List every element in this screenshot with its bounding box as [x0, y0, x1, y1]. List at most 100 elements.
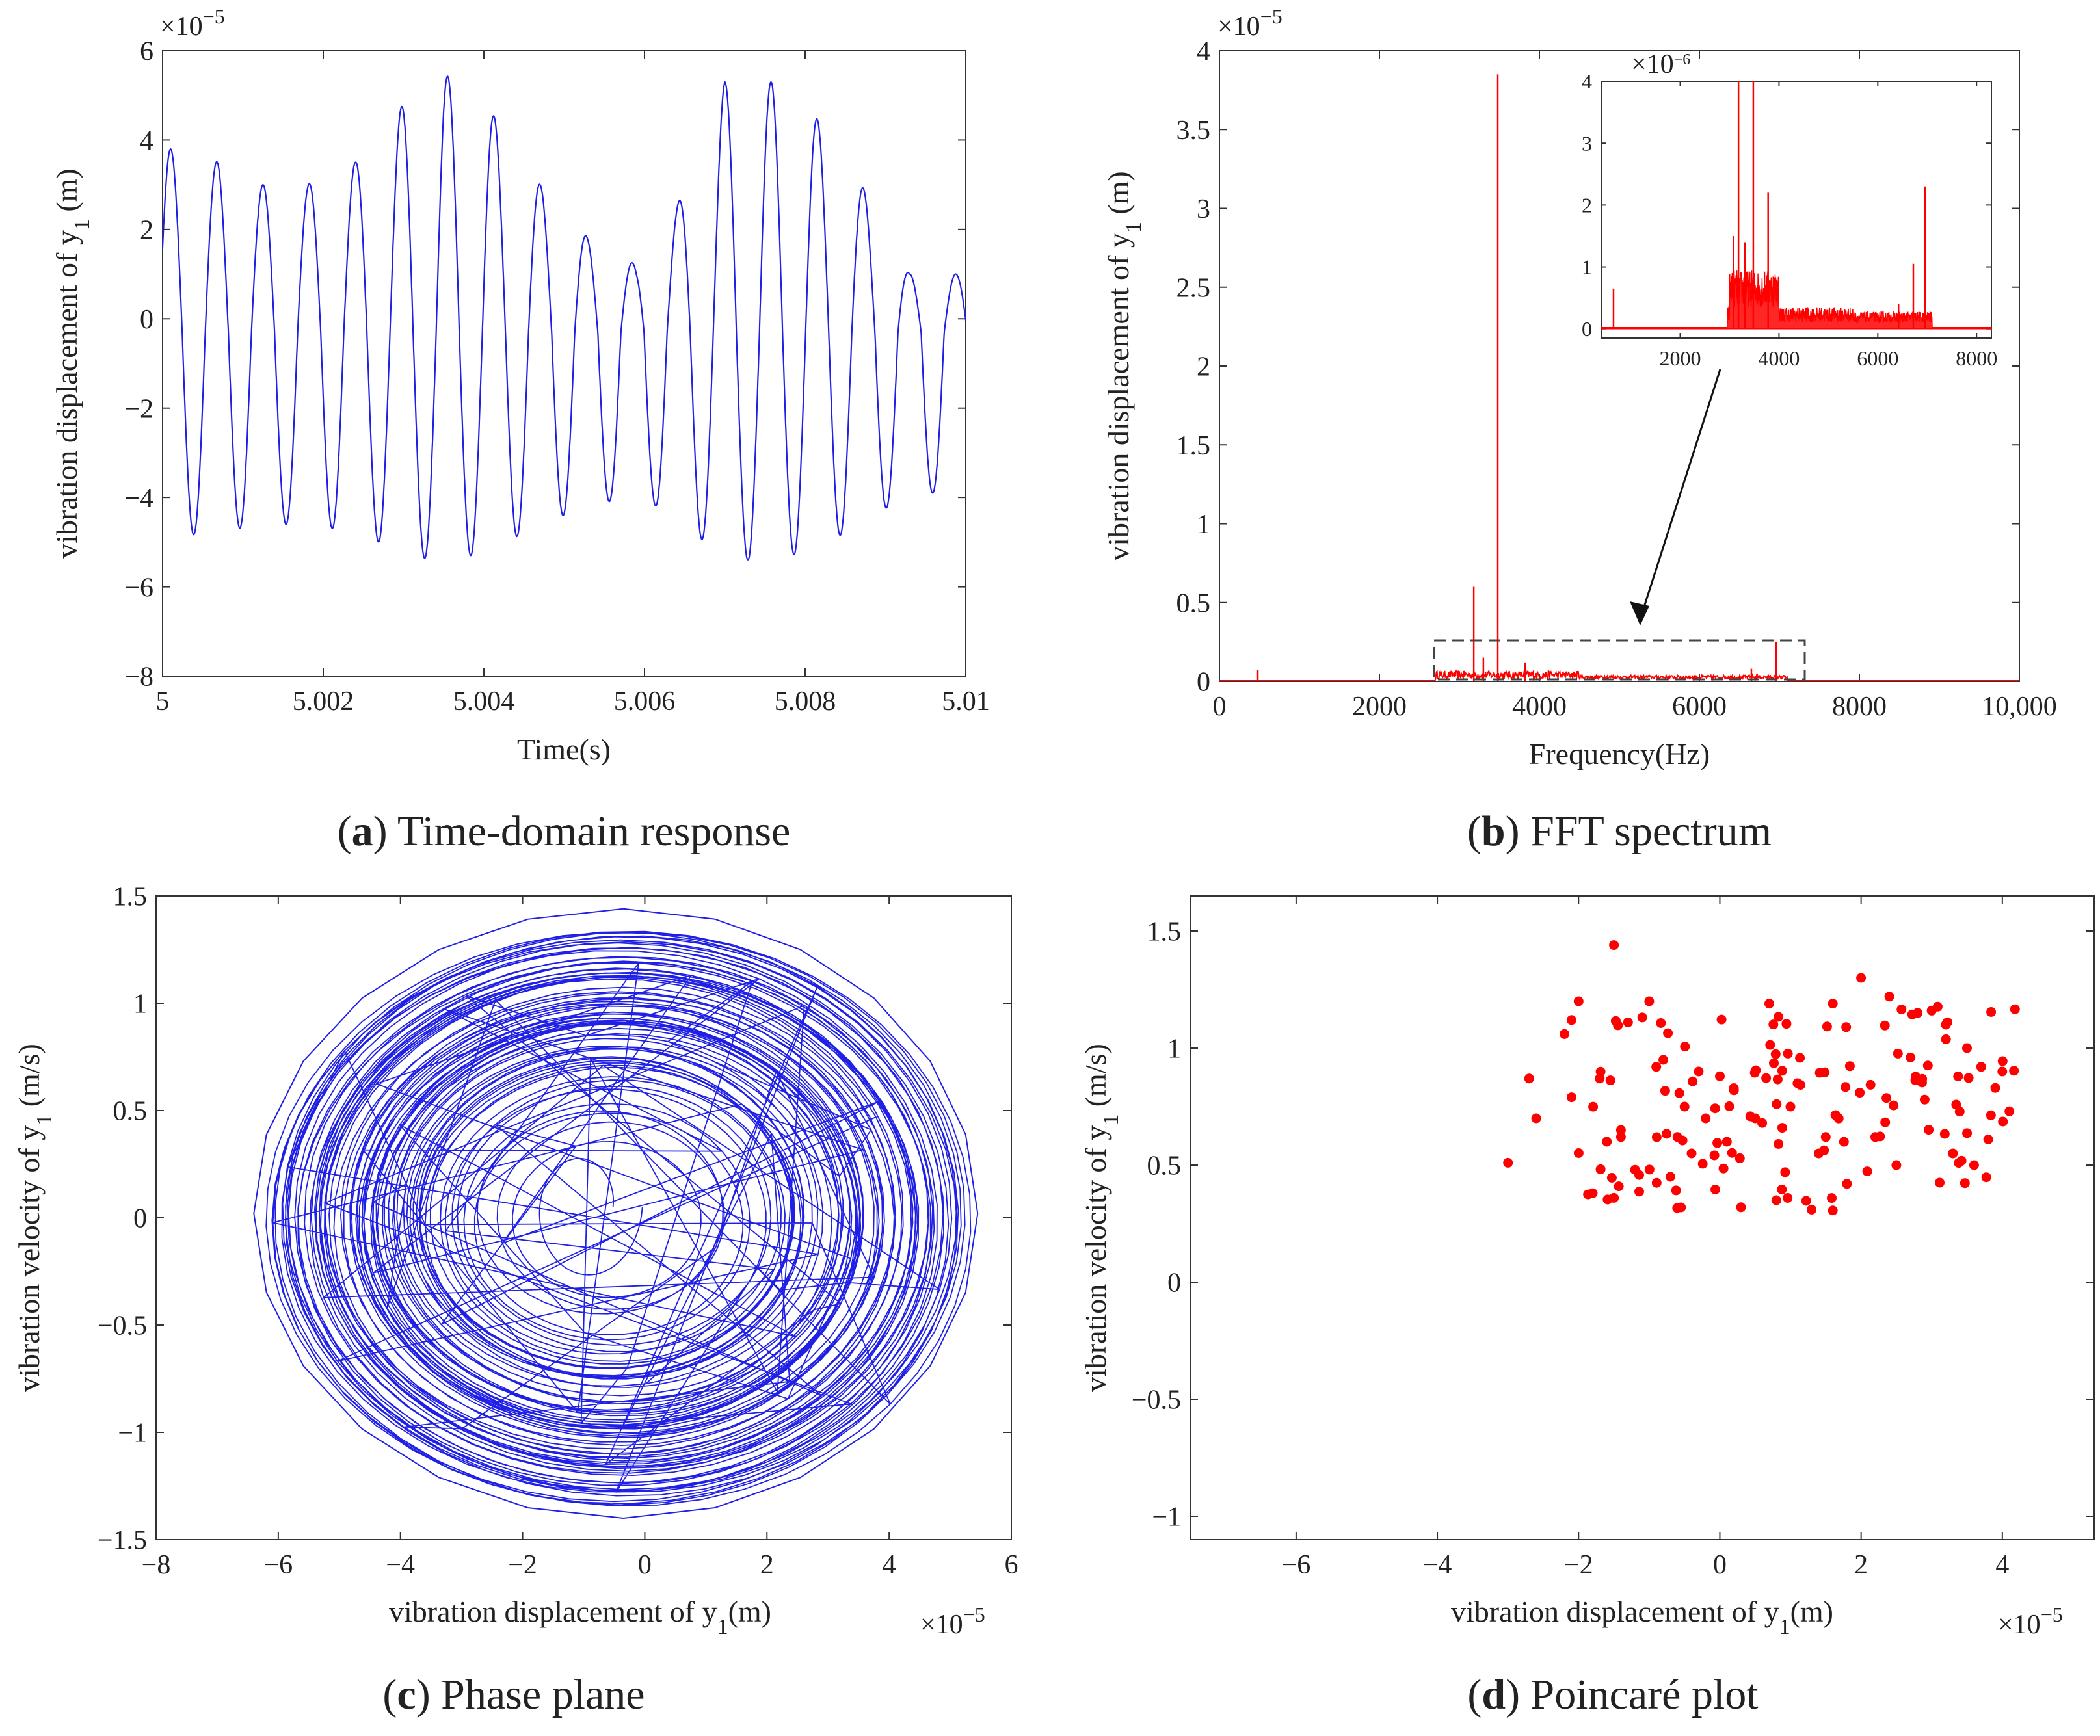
panel-d-point — [1774, 1012, 1783, 1022]
panel-d-point — [1828, 1205, 1838, 1215]
panel-c-caption: (c) Phase plane — [382, 1671, 645, 1718]
panel-d-point — [1680, 1042, 1690, 1051]
panel-b-xtick-label: 0 — [1213, 692, 1227, 722]
panel-d-point — [1596, 1164, 1606, 1174]
panel-d-point — [1781, 1019, 1791, 1029]
panel-c-ytick-label: 1.5 — [113, 882, 148, 912]
panel-d-point — [1717, 1015, 1727, 1025]
panel-a-ytick-label: −6 — [124, 573, 153, 603]
panel-c-xtick-label: 6 — [1005, 1550, 1018, 1580]
panel-d-point — [1855, 1088, 1865, 1098]
panel-a-ytick-label: −2 — [124, 394, 153, 424]
panel-b-xtick-label: 4000 — [1512, 692, 1567, 722]
panel-d-ytick-label: 0 — [1167, 1269, 1181, 1298]
panel-d-point — [1574, 997, 1584, 1006]
panel-b-inset-ytick-label: 4 — [1582, 70, 1592, 93]
panel-d-point — [1773, 1075, 1783, 1085]
panel-d-point — [1680, 1102, 1690, 1112]
panel-a-axes-frame — [163, 51, 966, 676]
panel-d-point — [1964, 1073, 1974, 1083]
panel-d-point — [1924, 1125, 1934, 1135]
panel-d-point — [1969, 1161, 1979, 1170]
panel-d-point — [1933, 1002, 1943, 1012]
panel-d-point — [1771, 1049, 1781, 1059]
panel-d-point — [1687, 1149, 1697, 1159]
panel-d-point — [1780, 1167, 1790, 1177]
panel-c-xlabel: vibration displacement of y1(m) — [389, 1595, 771, 1639]
panel-d-point — [1896, 1005, 1906, 1014]
panel-b-xtick-label: 8000 — [1832, 692, 1887, 722]
panel-d-point — [1841, 1082, 1850, 1092]
panel-d-point — [1986, 1007, 1996, 1017]
panel-d-point — [1638, 1012, 1647, 1022]
panel-b-xtick-label: 6000 — [1672, 692, 1727, 722]
panel-d-point — [1567, 1015, 1576, 1025]
panel-d-point — [1998, 1057, 2008, 1066]
panel-d-point — [1560, 1029, 1569, 1039]
panel-d-point — [1736, 1202, 1746, 1212]
panel-d-point — [1819, 1146, 1829, 1155]
panel-d-point — [1845, 1061, 1855, 1071]
panel-d-point — [1906, 1053, 1915, 1062]
panel-d-point — [1997, 1067, 2007, 1077]
panel-d-point — [1822, 1021, 1832, 1031]
panel-d-point — [1607, 1173, 1617, 1183]
panel-b-inset-xtick-label: 6000 — [1857, 347, 1898, 370]
panel-d-ytick-label: −0.5 — [1132, 1386, 1181, 1415]
panel-d-point — [1998, 1117, 2008, 1127]
panel-b-xtick-label: 10,000 — [1982, 692, 2057, 722]
panel-d-point — [1856, 973, 1866, 983]
panel-d-point — [1841, 1022, 1851, 1032]
panel-a-ylabel: vibration displacement of y1 (m) — [50, 168, 94, 559]
panel-d-point — [2009, 1066, 2019, 1075]
panel-b-inset-frame — [1601, 81, 1991, 338]
panel-d-poincare: −6 −4 −2 0 2 4−1−0.500.511.5 vibration displa… — [1079, 896, 2094, 1718]
panel-d-point — [1652, 1133, 1662, 1142]
panel-d-point — [1948, 1149, 1958, 1159]
panel-d-point — [1652, 1178, 1662, 1188]
panel-d-point — [1675, 1088, 1684, 1098]
panel-d-point — [1588, 1102, 1598, 1112]
panel-d-point — [1984, 1135, 1993, 1144]
panel-d-xtick-label: 2 — [1854, 1550, 1868, 1580]
panel-d-point — [1834, 1114, 1844, 1124]
panel-d-point — [1764, 999, 1774, 1008]
panel-b-ytick-label: 0 — [1197, 668, 1210, 698]
panel-b-ylabel: vibration displacement of y1 (m) — [1102, 171, 1146, 561]
panel-d-point — [1761, 1073, 1771, 1083]
panel-d-point — [1698, 1159, 1708, 1168]
panel-a-time-domain: 5 5.002 5.004 5.006 5.008 5.01 −8 −6 −4 −2 0 2 4 6 Ti… — [50, 5, 990, 855]
panel-d-point — [1866, 1080, 1876, 1090]
panel-d-point — [1656, 1018, 1666, 1028]
panel-d-point — [1602, 1194, 1612, 1204]
panel-d-point — [1880, 1118, 1890, 1127]
panel-d-point — [1943, 1018, 1952, 1027]
panel-d-point — [1715, 1072, 1725, 1081]
panel-b-inset-ytick-label: 1 — [1582, 256, 1592, 279]
panel-d-point — [1676, 1203, 1686, 1213]
panel-a-xtick-label: 5.01 — [942, 687, 990, 717]
panel-a-ytick-label: 0 — [140, 305, 153, 335]
panel-b-fft: 0 2000 4000 6000 8000 10,000 0 0.5 1 1.5 2 2.5 3 3.5 4… — [1102, 5, 2057, 855]
panel-a-ytick-label: 6 — [140, 37, 153, 67]
panel-a-ytick-label: 4 — [140, 126, 153, 156]
panel-a-xtick-label: 5.008 — [775, 687, 836, 717]
panel-b-inset-xtick-label: 8000 — [1956, 347, 1997, 370]
panel-d-point — [1532, 1114, 1541, 1124]
panel-c-xtick-label: −6 — [264, 1550, 293, 1580]
figure-panels: 5 5.002 5.004 5.006 5.008 5.01−8−6−4−20246 Ti… — [0, 0, 2100, 1736]
panel-d-point — [1801, 1196, 1811, 1206]
panel-b-ytick-label: 0.5 — [1176, 588, 1211, 618]
panel-d-point — [1666, 1172, 1675, 1182]
panel-b-inset-xtick-label: 2000 — [1660, 347, 1701, 370]
panel-d-point — [1940, 1129, 1950, 1139]
panel-d-point — [1574, 1148, 1584, 1158]
panel-d-ytick-label: 1.5 — [1147, 917, 1182, 947]
panel-d-point — [1863, 1166, 1872, 1176]
panel-d-point — [1893, 1049, 1903, 1059]
panel-d-xtick-label: 4 — [1995, 1550, 2009, 1580]
panel-d-point — [1765, 1040, 1775, 1050]
panel-d-point — [1783, 1049, 1793, 1059]
panel-d-point — [1722, 1137, 1732, 1147]
panel-d-point — [1941, 1034, 1951, 1044]
